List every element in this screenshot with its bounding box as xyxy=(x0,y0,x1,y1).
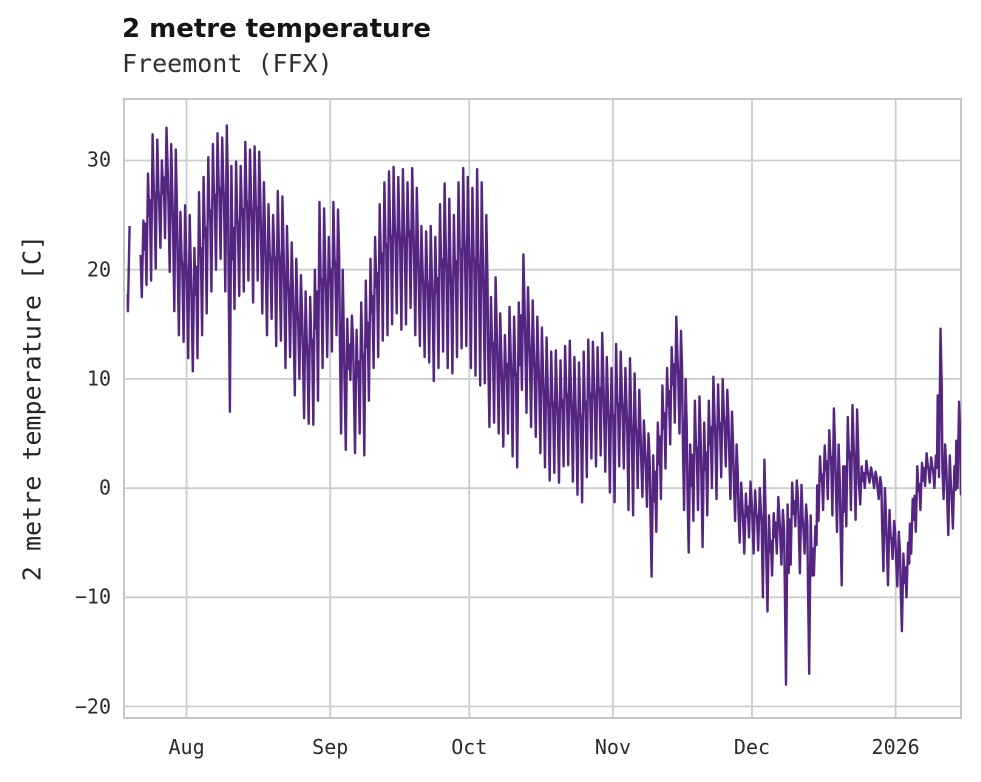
x-tick-label: Sep xyxy=(312,735,349,759)
plot-border xyxy=(123,98,962,719)
chart-subtitle: Freemont (FFX) xyxy=(122,49,333,78)
temperature-series xyxy=(126,124,961,686)
y-tick-label: 10 xyxy=(86,366,111,391)
x-tick-label: 2026 xyxy=(871,735,920,759)
y-tick-label: 30 xyxy=(86,148,111,173)
temperature-line xyxy=(126,124,961,686)
y-tick-label: −20 xyxy=(74,694,111,719)
x-tick-label: Aug xyxy=(168,735,205,759)
x-tick-label: Nov xyxy=(594,735,631,759)
y-tick-label: 20 xyxy=(86,257,111,282)
y-tick-label: 0 xyxy=(98,475,111,500)
x-tick-label: Oct xyxy=(451,735,488,759)
y-tick-label: −10 xyxy=(74,584,111,609)
chart-title: 2 metre temperature xyxy=(122,14,431,44)
x-tick-label: Dec xyxy=(733,735,771,759)
